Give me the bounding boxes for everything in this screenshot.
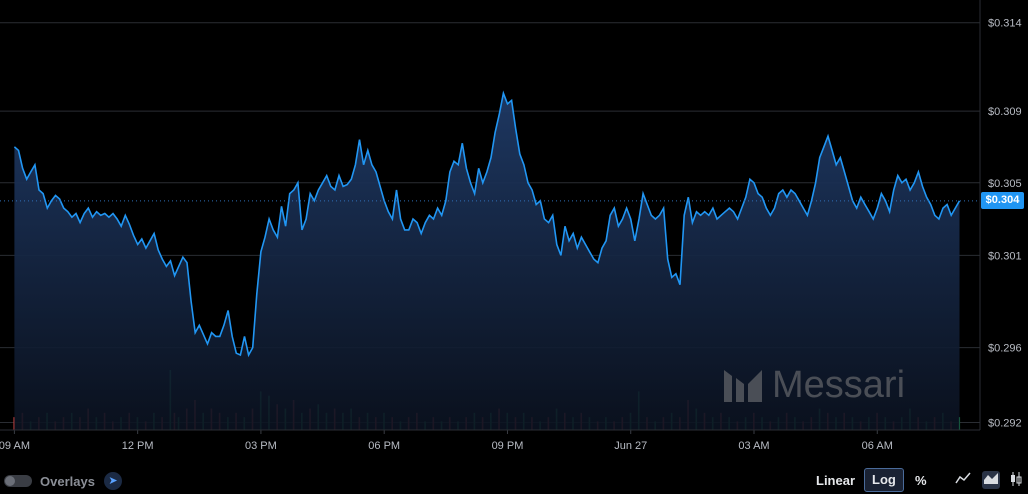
price-line xyxy=(13,90,961,358)
y-tick-label: $0.305 xyxy=(988,178,1022,190)
x-tick-label: 03 PM xyxy=(245,440,277,452)
x-tick-label: 12 PM xyxy=(122,440,154,452)
overlays-label[interactable]: Overlays xyxy=(40,474,95,489)
percent-scale-button[interactable]: % xyxy=(915,473,927,488)
volume-bar xyxy=(13,417,15,430)
y-tick-label: $0.309 xyxy=(988,106,1022,118)
x-tick-label: 09 AM xyxy=(0,440,30,452)
candlestick-icon[interactable] xyxy=(1008,471,1024,489)
x-tick-label: 06 PM xyxy=(368,440,400,452)
chart-toolbar: Overlays ➤ Linear Log % xyxy=(0,466,1028,494)
x-tick-label: 09 PM xyxy=(492,440,524,452)
x-tick-label: 06 AM xyxy=(862,440,893,452)
y-tick-label: $0.296 xyxy=(988,343,1022,355)
messari-logo-icon xyxy=(724,370,762,402)
price-chart[interactable]: $0.314 $0.309 $0.305 $0.301 $0.296 $0.292 09 … xyxy=(0,0,1028,466)
area-chart-icon[interactable] xyxy=(982,471,1000,489)
price-area xyxy=(14,93,960,431)
log-scale-button[interactable]: Log xyxy=(864,468,904,492)
x-tick-label: 03 AM xyxy=(738,440,769,452)
linear-scale-button[interactable]: Linear xyxy=(816,473,856,488)
x-axis-labels: 09 AM 12 PM 03 PM 06 PM 09 PM Jun 27 03 AM 06 A… xyxy=(0,430,893,452)
overlays-toggle[interactable] xyxy=(4,475,32,487)
line-chart-icon[interactable] xyxy=(954,471,972,489)
y-axis-labels: $0.314 $0.309 $0.305 $0.301 $0.296 $0.292 xyxy=(988,18,1022,430)
y-tick-label: $0.314 xyxy=(988,18,1022,30)
y-tick-label: $0.301 xyxy=(988,250,1022,262)
toggle-knob xyxy=(5,476,15,486)
current-price-tag: $0.304 xyxy=(981,192,1024,210)
watermark-text: Messari xyxy=(772,364,906,406)
x-tick-label: Jun 27 xyxy=(614,440,647,452)
rocket-icon[interactable]: ➤ xyxy=(104,472,122,490)
y-tick-label: $0.292 xyxy=(988,417,1022,429)
